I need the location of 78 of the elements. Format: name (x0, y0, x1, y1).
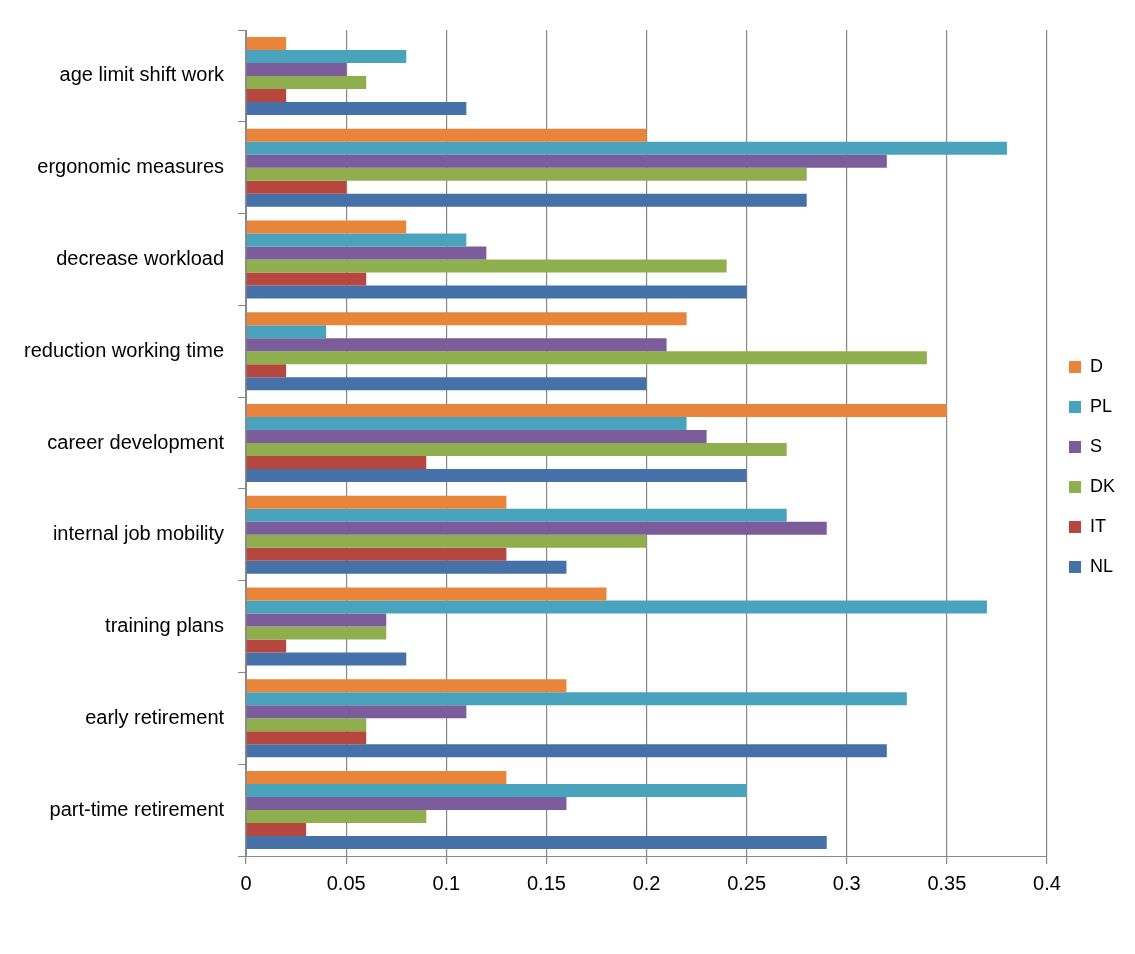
y-tick-label: internal job mobility (52, 522, 225, 545)
bar (246, 220, 407, 234)
legend-label: DK (1090, 475, 1116, 496)
y-tick-label: training plans (105, 614, 225, 637)
legend-label: S (1090, 435, 1103, 456)
x-tick-label: 0.4 (1033, 871, 1061, 894)
bar (246, 744, 887, 758)
bar (246, 639, 287, 653)
bar (246, 679, 567, 693)
bar (246, 377, 647, 391)
bar (246, 338, 667, 352)
x-tick-label: 0.2 (632, 871, 661, 894)
bar (246, 508, 787, 522)
bar (246, 560, 567, 574)
legend-label: D (1090, 355, 1103, 376)
bar (246, 62, 347, 76)
bar (246, 810, 427, 824)
x-tick-label: 0.1 (432, 871, 461, 894)
bar (246, 88, 287, 102)
bar (246, 521, 827, 535)
x-tick-label: 0.25 (727, 871, 767, 894)
bar (246, 784, 747, 798)
bar (246, 692, 907, 706)
bar (246, 128, 647, 142)
legend-label: IT (1090, 515, 1106, 536)
bar (246, 587, 607, 601)
bar (246, 351, 927, 365)
bar (246, 718, 367, 732)
legend-label: NL (1090, 555, 1114, 576)
bar (246, 36, 287, 50)
y-tick-label: ergonomic measures (37, 155, 225, 178)
bar (246, 154, 887, 168)
bar (246, 613, 387, 627)
y-tick-label: part-time retirement (49, 797, 225, 820)
y-tick-label: early retirement (85, 705, 225, 728)
bar (246, 600, 987, 614)
bar (246, 193, 807, 207)
bar (246, 180, 347, 194)
y-tick-label: age limit shift work (59, 63, 226, 86)
bar (246, 167, 807, 181)
x-tick-label: 0.15 (526, 871, 566, 894)
x-tick-label: 0.35 (927, 871, 967, 894)
bar (246, 626, 387, 640)
bar (246, 443, 787, 456)
bar (246, 233, 467, 247)
bar (246, 430, 707, 443)
bar (246, 771, 507, 785)
y-tick-label: decrease workload (56, 246, 225, 269)
bar (246, 836, 827, 850)
bar (246, 259, 727, 273)
bar (246, 823, 307, 837)
bar (246, 534, 647, 548)
bar (246, 101, 467, 115)
bar (246, 325, 327, 339)
bar (246, 75, 367, 89)
bar (246, 705, 467, 719)
bar (246, 495, 507, 509)
bar (246, 403, 947, 417)
x-tick-label: 0 (240, 871, 252, 894)
bar (246, 141, 1007, 155)
bar (246, 246, 487, 260)
legend-label: PL (1090, 395, 1113, 416)
bar (246, 49, 407, 63)
y-tick-label: career development (47, 430, 225, 453)
bar (246, 469, 747, 483)
x-tick-label: 0.05 (326, 871, 366, 894)
bar (246, 652, 407, 666)
x-tick-label: 0.3 (832, 871, 861, 894)
bar (246, 312, 687, 326)
bar (246, 456, 427, 469)
bar (246, 364, 287, 378)
bar (246, 731, 367, 745)
bar (246, 797, 567, 811)
bar (246, 417, 687, 430)
bar (246, 285, 747, 299)
bar (246, 272, 367, 286)
y-tick-label: reduction working time (23, 338, 225, 361)
bar (246, 547, 507, 561)
